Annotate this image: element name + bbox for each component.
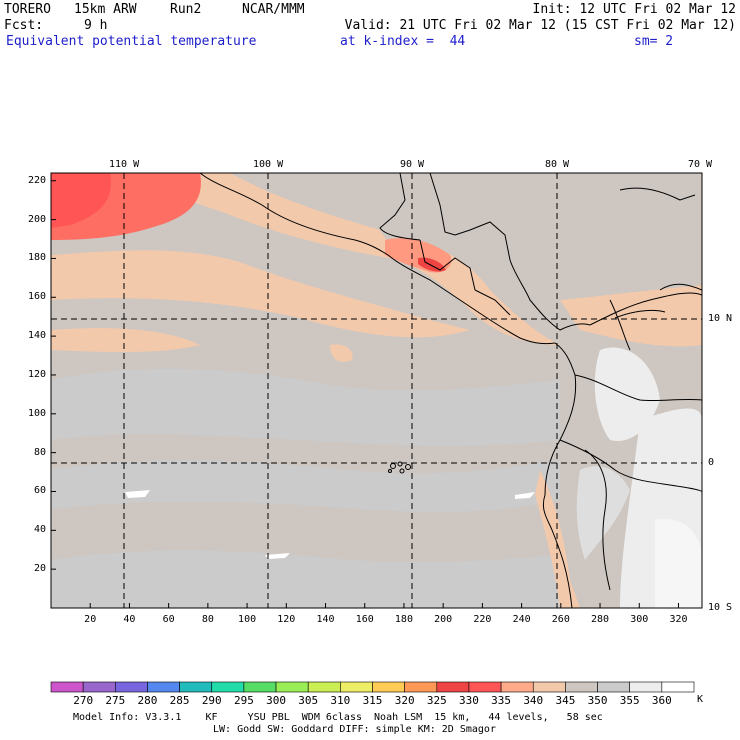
y-tick-label: 60 [33,485,46,497]
galapagos-islands [388,461,411,474]
y-tick-label: 20 [33,563,46,575]
lon-label-80w: 80 W [545,159,570,170]
lat-label-10n: 10 N [708,313,733,324]
y-tick-label: 140 [27,330,46,342]
valid-time: Valid: 21 UTC Fri 02 Mar 12 (15 CST Fri … [344,18,736,33]
lat-label-10s: 10 S [708,602,733,613]
colorbar-level-label: 335 [491,694,512,707]
lon-label-100w: 100 W [253,159,284,170]
colorbar-level-label: 330 [459,694,479,707]
model-info-line1: Model Info: V3.3.1 KF YSU PBL WDM 6class… [73,712,603,723]
colorbar-level-label: 315 [362,694,383,707]
axis-ticks [51,180,679,608]
x-tick-label: 40 [123,614,136,625]
x-tick-label: 220 [473,614,492,625]
model-org: NCAR/MMM [242,2,305,17]
lat-label-0: 0 [708,457,715,468]
y-tick-label: 100 [27,407,46,419]
init-time: Init: 12 UTC Fri 02 Mar 12 [532,2,737,17]
x-tick-label: 20 [84,614,97,625]
colorbar-level-label: 355 [619,694,640,707]
y-tick-label: 80 [33,446,46,458]
y-tick-label: 180 [27,252,46,264]
x-tick-label: 100 [238,614,257,625]
x-tick-label: 60 [162,614,175,625]
colorbar-level-label: 295 [233,694,254,707]
level-index: at k-index = 44 [340,34,466,49]
colorbar-level-label: 325 [426,694,447,707]
model-resolution: 15km ARW [74,2,137,17]
x-tick-label: 300 [630,614,649,625]
lat-lon-grid [51,173,702,608]
model-name: TORERO [4,2,51,17]
x-tick-label: 160 [355,614,374,625]
x-tick-label: 200 [434,614,453,625]
colorbar-level-label: 350 [587,694,608,707]
forecast-label: Fcst: [4,18,44,33]
x-tick-label: 240 [512,614,531,625]
x-tick-label: 320 [669,614,688,625]
x-tick-label: 280 [591,614,610,625]
model-run: Run2 [170,2,202,17]
lon-label-110w: 110 W [109,159,140,170]
colorbar-level-label: 275 [105,694,126,707]
colorbar-level-label: 340 [523,694,544,707]
lon-label-70w: 70 W [688,159,713,170]
x-tick-label: 180 [394,614,413,625]
field-title: Equivalent potential temperature [6,34,257,49]
y-tick-label: 120 [27,368,46,380]
y-tick-label: 160 [27,291,46,303]
colorbar-unit: K [697,694,704,705]
colorbar-level-label: 280 [137,694,158,707]
colorbar-level-label: 285 [169,694,190,707]
x-tick-label: 80 [201,614,214,625]
x-tick-label: 140 [316,614,335,625]
x-tick-label: 120 [277,614,296,625]
colorbar-level-label: 360 [651,694,672,707]
y-tick-label: 220 [27,174,46,186]
colorbar-level-label: 270 [73,694,94,707]
colorbar-level-label: 345 [555,694,576,707]
colorbar-level-label: 305 [298,694,319,707]
model-info-line2: LW: Godd SW: Goddard DIFF: simple KM: 2D… [213,724,496,735]
y-tick-label: 200 [27,213,46,225]
colorbar-level-label: 320 [394,694,415,707]
shaded-field [51,173,702,608]
lon-label-90w: 90 W [400,159,425,170]
smoothing-value: sm= 2 [634,34,674,49]
y-tick-label: 40 [33,524,46,536]
forecast-hour: 9 h [84,18,108,33]
colorbar-level-label: 310 [330,694,351,707]
x-tick-label: 260 [551,614,570,625]
plot-frame [50,172,703,609]
colorbar-level-label: 290 [201,694,222,707]
colorbar-level-label: 300 [266,694,286,707]
